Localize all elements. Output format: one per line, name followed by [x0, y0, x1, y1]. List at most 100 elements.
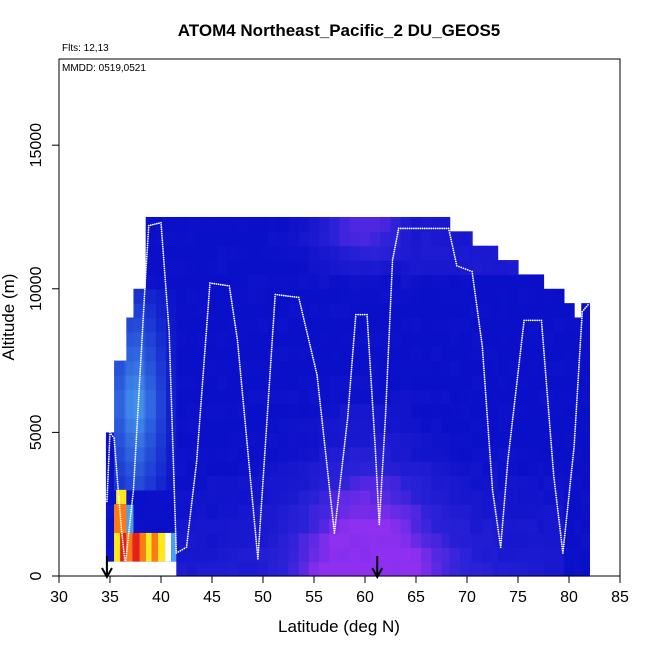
track-point: [369, 359, 371, 362]
track-point: [324, 450, 327, 453]
heatmap-cell: [528, 288, 539, 304]
track-point: [265, 423, 268, 426]
heatmap-cell: [257, 288, 269, 304]
track-point: [391, 265, 394, 268]
track-point: [261, 496, 263, 499]
track-point: [370, 388, 373, 391]
track-point: [167, 322, 170, 325]
track-point: [353, 329, 356, 331]
heatmap-cell: [133, 288, 145, 304]
heatmap-cell: [581, 403, 590, 419]
heatmap-cell: [227, 475, 239, 491]
track-point: [541, 328, 544, 331]
track-point: [345, 427, 348, 430]
track-point: [165, 296, 168, 298]
track-point: [563, 539, 566, 541]
heatmap-cell: [470, 303, 473, 319]
track-point: [120, 528, 123, 531]
heatmap-cell: [247, 274, 259, 290]
track-point: [486, 416, 489, 418]
track-point: [334, 525, 337, 528]
track-point: [146, 246, 149, 249]
heatmap-cell: [319, 532, 330, 548]
heatmap-cell: [441, 331, 451, 347]
heatmap-cell: [431, 245, 443, 261]
heatmap-cell: [421, 532, 432, 548]
heatmap-cell: [329, 231, 341, 247]
track-point: [345, 425, 348, 428]
track-point: [211, 282, 214, 285]
heatmap-cell: [410, 475, 422, 491]
track-point: [559, 532, 562, 534]
heatmap-cell: [298, 360, 310, 376]
track-point: [373, 434, 376, 437]
track-point: [208, 290, 211, 293]
track-point: [207, 299, 210, 302]
track-point: [246, 444, 249, 447]
track-point: [250, 485, 253, 488]
track-point: [384, 414, 387, 417]
heatmap-cell: [114, 446, 125, 462]
heatmap-cell: [472, 346, 483, 362]
track-point: [143, 302, 145, 304]
track-point: [199, 416, 201, 419]
track-point: [134, 455, 137, 458]
heatmap-cell: [574, 389, 582, 405]
heatmap-cell: [518, 489, 529, 505]
track-point: [383, 439, 386, 442]
track-point: [202, 374, 204, 377]
track-point: [146, 244, 149, 247]
track-point: [137, 398, 140, 401]
track-point: [464, 268, 467, 270]
heatmap-cell: [133, 489, 145, 505]
track-point: [121, 532, 123, 535]
heatmap-cell: [176, 504, 188, 520]
heatmap-cell: [176, 216, 188, 232]
track-point: [160, 221, 162, 224]
track-point: [140, 352, 143, 355]
track-point: [263, 460, 266, 463]
heatmap-cell: [380, 303, 392, 319]
track-point: [474, 292, 476, 295]
heatmap-cell: [155, 231, 167, 247]
track-point: [529, 319, 532, 322]
track-point: [580, 332, 582, 335]
track-point: [543, 356, 546, 359]
flight-track: [106, 221, 589, 566]
track-point: [384, 417, 387, 419]
heatmap-cell: [133, 403, 145, 419]
heatmap-cell: [237, 532, 249, 548]
heatmap-cell: [400, 504, 412, 520]
heatmap-cell: [400, 561, 412, 577]
track-point: [540, 321, 543, 324]
track-point: [369, 362, 371, 364]
heatmap-cell: [124, 360, 127, 376]
heatmap-cell: [339, 374, 351, 390]
heatmap-cell: [380, 446, 392, 462]
heatmap-cell: [155, 317, 167, 333]
heatmap-cell: [105, 489, 115, 505]
track-point: [506, 462, 509, 465]
heatmap-cell: [497, 403, 509, 419]
track-point: [246, 448, 249, 451]
heatmap-cell: [410, 374, 422, 390]
track-point: [266, 414, 269, 417]
heatmap-cell: [497, 518, 509, 534]
heatmap-cell: [339, 475, 351, 491]
track-point: [483, 374, 486, 376]
track-point: [170, 394, 173, 397]
heatmap-cell: [543, 489, 555, 505]
track-point: [339, 477, 342, 480]
heatmap-cell: [449, 446, 461, 462]
track-point: [252, 512, 255, 514]
track-point: [576, 397, 578, 399]
heatmap-cell: [380, 418, 392, 433]
heatmap-cell: [528, 346, 539, 362]
heatmap-cell: [400, 446, 412, 462]
track-point: [118, 506, 121, 509]
track-point: [232, 313, 235, 316]
track-point: [121, 537, 124, 540]
track-point: [543, 358, 546, 361]
track-point: [503, 506, 505, 509]
track-point: [376, 483, 379, 486]
